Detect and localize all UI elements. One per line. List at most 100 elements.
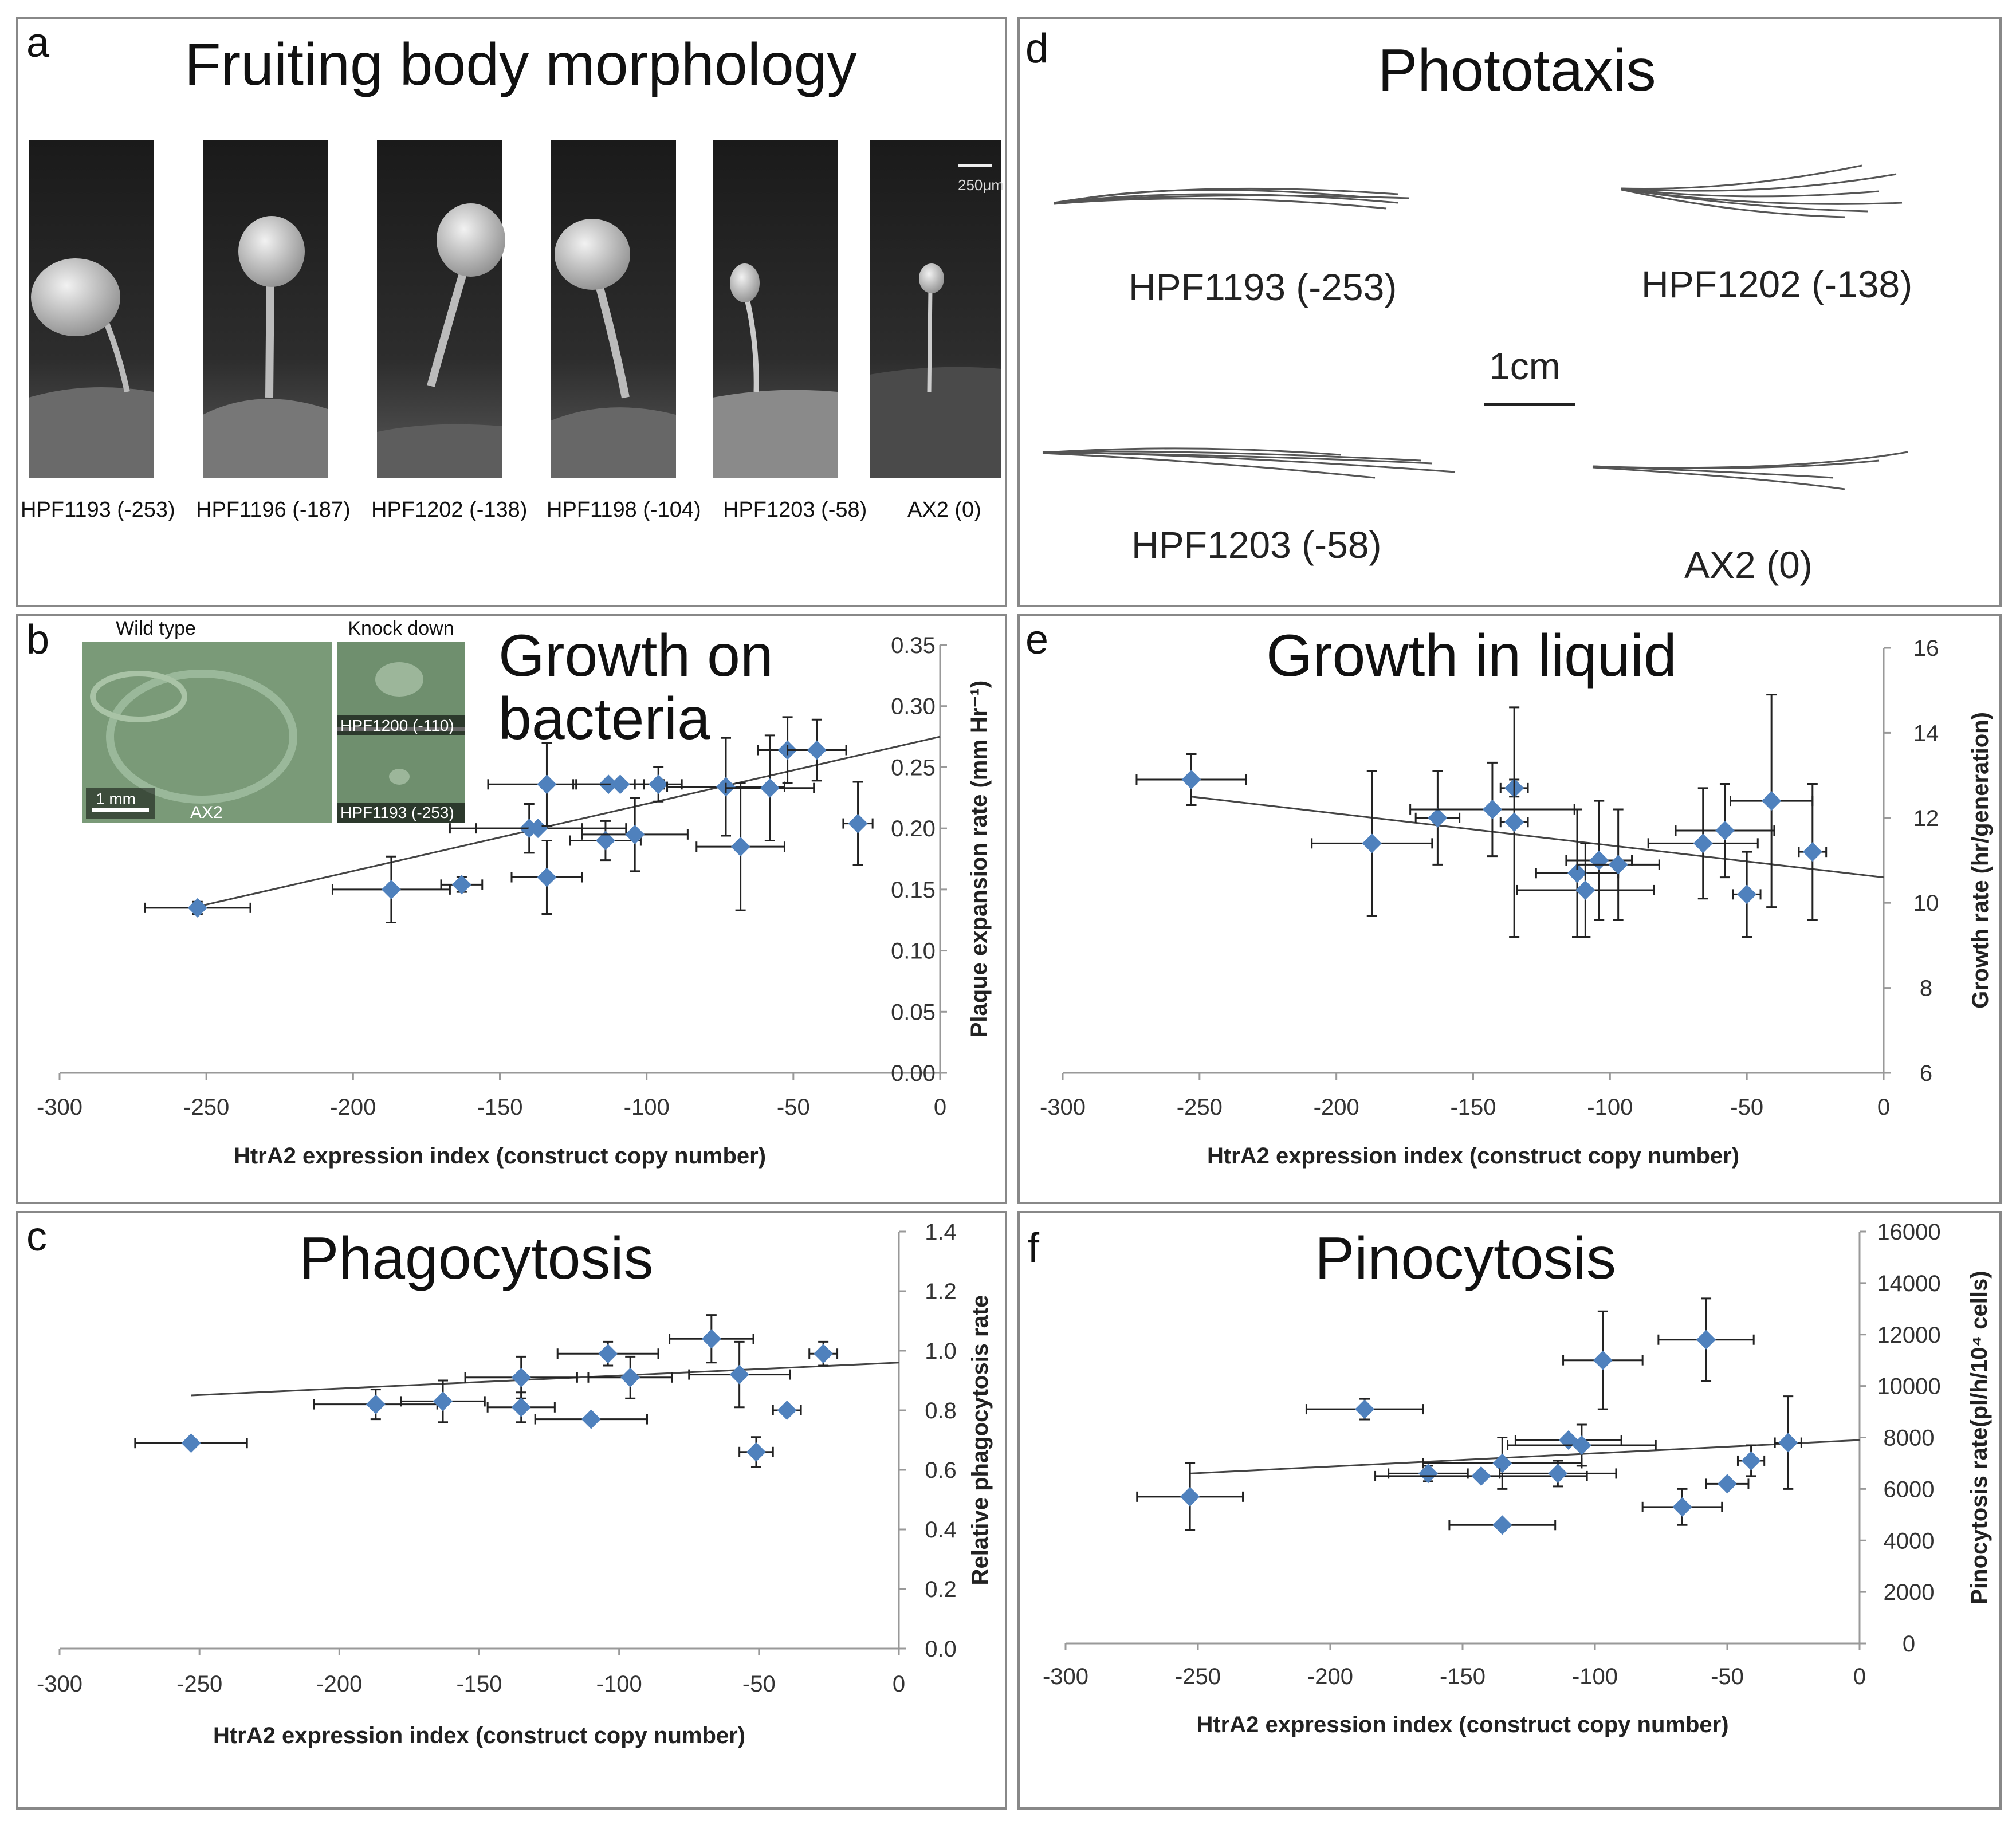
inset-label: AX2 (190, 803, 223, 822)
y-tick-label: 1.4 (925, 1220, 957, 1245)
x-tick-label: -200 (1307, 1664, 1353, 1689)
panel-title: Fruiting body morphology (184, 32, 857, 98)
data-point (510, 839, 583, 915)
data-point (695, 782, 785, 911)
x-tick-label: -150 (1450, 1095, 1496, 1120)
data-point (144, 898, 251, 918)
diamond-marker (511, 1397, 531, 1417)
diamond-marker (1778, 1433, 1798, 1453)
diamond-marker (537, 774, 557, 794)
panel-title: Growth on (498, 623, 773, 689)
diamond-marker (581, 1409, 601, 1429)
y-tick-label: 0.00 (891, 1061, 936, 1086)
fruiting-body-photos: 250μm HPF1193 (-253) HPF1196 (-187) HPF1… (21, 140, 1004, 522)
x-tick-label: -300 (1040, 1095, 1086, 1120)
diamond-marker (1715, 821, 1735, 841)
trail-group (1592, 451, 1908, 490)
panel-c: c Phagocytosis -300 -250 -200 -150 -100 -50 0 0… (16, 1211, 1007, 1810)
x-tick-label: -200 (1314, 1095, 1359, 1120)
strain-label: HPF1193 (-253) (21, 498, 175, 522)
y-tick-label: 16 (1913, 636, 1939, 661)
data-point (1422, 1437, 1583, 1490)
y-tick-label: 1.2 (925, 1279, 957, 1304)
data-point (1499, 706, 1529, 938)
diamond-marker (777, 1401, 797, 1420)
diamond-marker (1362, 833, 1382, 853)
diamond-marker (1718, 1474, 1737, 1494)
data-point (569, 820, 642, 862)
data-point (134, 1433, 248, 1453)
diamond-marker (625, 824, 645, 844)
data-point (440, 875, 484, 895)
data-point (1562, 1310, 1644, 1410)
y-tick-label: 10000 (1877, 1374, 1940, 1399)
data-point (1675, 782, 1775, 879)
y-tick-label: 6 (1920, 1061, 1932, 1086)
inset-label: HPF1193 (-253) (340, 804, 454, 821)
panel-title: Growth in liquid (1266, 623, 1677, 689)
data-point (1448, 1515, 1557, 1535)
y-tick-label: 12000 (1877, 1323, 1940, 1348)
diamond-marker (848, 813, 868, 833)
x-tick-label: -250 (1175, 1664, 1221, 1689)
diamond-marker (433, 1391, 453, 1411)
y-tick-label: 10 (1913, 891, 1939, 916)
x-tick-label: -300 (1043, 1664, 1088, 1689)
y-tick-label: 0.30 (891, 694, 936, 719)
x-tick-label: -100 (1572, 1664, 1618, 1689)
data-point (449, 819, 627, 839)
diamond-marker (1492, 1453, 1512, 1473)
y-axis-label: Growth rate (hr/generation) (1968, 712, 1993, 1009)
diamond-marker (1418, 1464, 1438, 1484)
trail-group (1054, 187, 1410, 210)
diamond-marker (1693, 833, 1713, 853)
strain-label: HPF1203 (-58) (1131, 524, 1382, 566)
x-tick-label: -150 (1440, 1664, 1486, 1689)
strain-label: AX2 (0) (1684, 544, 1813, 586)
panel-letter: d (1025, 26, 1049, 72)
strain-label: HPF1193 (-253) (1129, 266, 1397, 308)
photo-4 (551, 140, 676, 478)
y-tick-label: 4000 (1884, 1528, 1935, 1553)
diamond-marker (1737, 884, 1757, 904)
diamond-marker (701, 1329, 721, 1349)
diamond-marker (760, 778, 780, 798)
data-point (1136, 1462, 1244, 1531)
x-tick-label: -300 (37, 1095, 82, 1120)
diamond-marker (610, 774, 630, 794)
diamond-marker (729, 1364, 749, 1385)
data-point (581, 797, 689, 872)
panel-f: f Pinocytosis -300 -250 -200 -150 -100 -50 0 0 2… (1017, 1211, 2002, 1810)
y-tick-label: 12 (1913, 806, 1939, 831)
x-axis-label: HtrA2 expression index (construct copy n… (1207, 1143, 1739, 1169)
x-tick-label: -250 (183, 1095, 229, 1120)
y-tick-label: 1.0 (925, 1339, 957, 1364)
panel-letter: a (26, 20, 50, 66)
diamond-marker (1608, 855, 1628, 875)
data-point (400, 1379, 486, 1423)
y-axis-label: Relative phagocytosis rate (968, 1295, 993, 1586)
diamond-marker (807, 740, 827, 760)
panel-b: b Growth on bacteria Wild type Knock dow… (16, 614, 1007, 1204)
y-tick-label: 16000 (1877, 1220, 1940, 1245)
strain-label: HPF1198 (-104) (547, 498, 701, 522)
diamond-marker (1492, 1515, 1512, 1535)
data-point (669, 1314, 754, 1364)
inset-scale: 1 mm (96, 790, 136, 808)
strain-label: HPF1202 (-138) (371, 498, 527, 522)
photo-5 (713, 140, 838, 478)
data-point (1657, 1297, 1755, 1382)
diamond-marker (1504, 812, 1524, 832)
data-point (1647, 787, 1759, 900)
y-tick-label: 0 (1903, 1631, 1915, 1657)
x-tick-label: -250 (1177, 1095, 1223, 1120)
data-point (1499, 1460, 1617, 1488)
data-point (842, 781, 874, 866)
y-axis-label: Pinocytosis rate(pl/h/10⁴ cells) (1967, 1271, 1992, 1604)
data-point (1736, 1444, 1766, 1477)
strain-label: HPF1203 (-58) (723, 498, 867, 522)
diamond-marker (598, 1344, 618, 1364)
x-tick-label: -150 (477, 1095, 522, 1120)
data-point (725, 734, 815, 841)
data-point (486, 1391, 556, 1423)
